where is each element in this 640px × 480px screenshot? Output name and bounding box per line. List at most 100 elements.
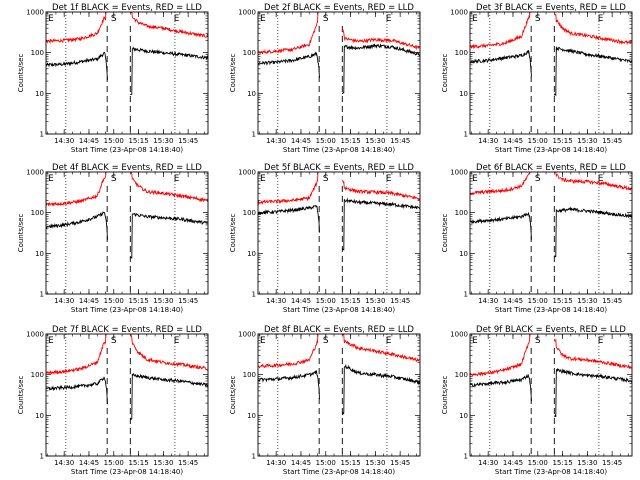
x-tick-label: 15:15 — [552, 137, 572, 145]
y-tick-label: 10 — [247, 412, 256, 420]
y-axis-label: Counts/sec — [17, 214, 25, 253]
events-series-line — [553, 367, 632, 418]
x-tick-label: 15:00 — [104, 459, 124, 467]
events-series-line — [553, 46, 632, 97]
x-tick-label: 15:00 — [316, 459, 336, 467]
marker-e: E — [386, 336, 392, 346]
events-series-line — [258, 370, 320, 400]
x-tick-label: 15:45 — [178, 137, 198, 145]
marker-e: E — [174, 14, 180, 24]
panel-det-5: Det 5f BLACK = Events, RED = LLD 1 10 100 10… — [229, 163, 421, 314]
x-tick-label: 15:45 — [390, 297, 410, 305]
lld-series-line — [470, 12, 532, 50]
x-tick-label: 14:45 — [79, 137, 99, 145]
y-tick-label: 100 — [243, 49, 256, 57]
y-tick-label: 1 — [252, 453, 256, 461]
x-tick-label: 14:30 — [478, 459, 498, 467]
lld-series-line — [341, 334, 420, 363]
plot-frame — [45, 333, 209, 457]
lld-series-line — [129, 334, 208, 371]
panel-det-6: Det 6f BLACK = Events, RED = LLD 1 10 100 10… — [441, 163, 633, 314]
plot-area — [46, 12, 208, 96]
x-axis-label: Start Time (23-Apr-08 14:18:40) — [495, 468, 607, 476]
x-tick-label: 15:30 — [365, 297, 385, 305]
plot-area — [470, 12, 632, 97]
x-axis-label: Start Time (23-Apr-08 14:18:40) — [71, 146, 183, 154]
y-axis-label: Counts/sec — [441, 214, 449, 253]
x-tick-label: 15:00 — [316, 137, 336, 145]
marker-e: E — [260, 14, 266, 24]
panel-title: Det 5f BLACK = Events, RED = LLD — [264, 163, 414, 173]
x-tick-label: 15:30 — [153, 459, 173, 467]
marker-e: E — [472, 336, 478, 346]
lld-series-line — [258, 334, 320, 369]
lld-series-line — [258, 12, 320, 55]
marker-e: E — [472, 174, 478, 184]
marker-e: E — [598, 174, 604, 184]
y-axis-label: Counts/sec — [229, 376, 237, 415]
x-tick-label: 14:30 — [266, 459, 286, 467]
x-tick-label: 14:30 — [478, 297, 498, 305]
y-tick-label: 1 — [464, 291, 468, 299]
y-tick-label: 100 — [243, 209, 256, 217]
plot-frame — [257, 171, 421, 295]
panel-det-2: Det 2f BLACK = Events, RED = LLD 1 10 100 10… — [229, 3, 421, 154]
plot-frame — [45, 11, 209, 135]
x-tick-label: 14:45 — [291, 297, 311, 305]
marker-s: S — [323, 14, 329, 24]
y-axis-label: Counts/sec — [17, 54, 25, 93]
x-tick-label: 15:15 — [552, 297, 572, 305]
events-series-line — [470, 374, 532, 402]
x-tick-label: 15:15 — [340, 297, 360, 305]
x-tick-label: 14:45 — [503, 459, 523, 467]
marker-s: S — [323, 174, 329, 184]
y-tick-label: 1000 — [238, 9, 256, 17]
y-tick-label: 10 — [35, 250, 44, 258]
marker-e: E — [260, 174, 266, 184]
lld-series-line — [258, 172, 320, 206]
y-axis-label: Counts/sec — [229, 214, 237, 253]
x-tick-label: 15:45 — [178, 297, 198, 305]
y-tick-label: 1 — [252, 291, 256, 299]
lld-series-line — [341, 179, 420, 201]
y-tick-label: 1000 — [238, 331, 256, 339]
panel-title: Det 4f BLACK = Events, RED = LLD — [52, 163, 202, 173]
panel-det-4: Det 4f BLACK = Events, RED = LLD 1 10 100 10… — [17, 163, 209, 314]
x-tick-label: 15:45 — [602, 459, 622, 467]
x-tick-label: 15:30 — [577, 137, 597, 145]
marker-e: E — [386, 174, 392, 184]
events-series-line — [258, 51, 320, 78]
y-tick-label: 100 — [243, 371, 256, 379]
x-tick-label: 14:45 — [503, 297, 523, 305]
panel-det-7: Det 7f BLACK = Events, RED = LLD 1 10 100 10… — [17, 325, 209, 476]
marker-e: E — [48, 336, 54, 346]
marker-s: S — [535, 336, 541, 346]
y-tick-label: 100 — [31, 371, 44, 379]
y-tick-label: 100 — [31, 49, 44, 57]
events-series-line — [341, 197, 420, 251]
x-axis-label: Start Time (23-Apr-08 14:18:40) — [283, 146, 395, 154]
y-tick-label: 1000 — [26, 331, 44, 339]
events-series-line — [553, 206, 632, 258]
y-tick-label: 10 — [459, 90, 468, 98]
x-tick-label: 14:45 — [291, 137, 311, 145]
marker-e: E — [174, 336, 180, 346]
x-axis-label: Start Time (23-Apr-08 14:18:40) — [71, 306, 183, 314]
lld-series-line — [130, 172, 208, 203]
marker-s: S — [535, 14, 541, 24]
x-tick-label: 15:45 — [390, 459, 410, 467]
y-tick-label: 10 — [459, 412, 468, 420]
plot-area — [470, 172, 632, 258]
panel-title: Det 2f BLACK = Events, RED = LLD — [264, 3, 414, 13]
y-tick-label: 1000 — [26, 169, 44, 177]
x-tick-label: 15:15 — [128, 137, 148, 145]
y-tick-label: 10 — [35, 412, 44, 420]
events-series-line — [129, 373, 208, 420]
plot-area — [470, 334, 632, 418]
x-tick-label: 14:30 — [54, 297, 74, 305]
x-axis-label: Start Time (23-Apr-08 14:18:40) — [283, 468, 395, 476]
plot-frame — [257, 333, 421, 457]
x-tick-label: 15:15 — [128, 459, 148, 467]
y-tick-label: 10 — [247, 250, 256, 258]
